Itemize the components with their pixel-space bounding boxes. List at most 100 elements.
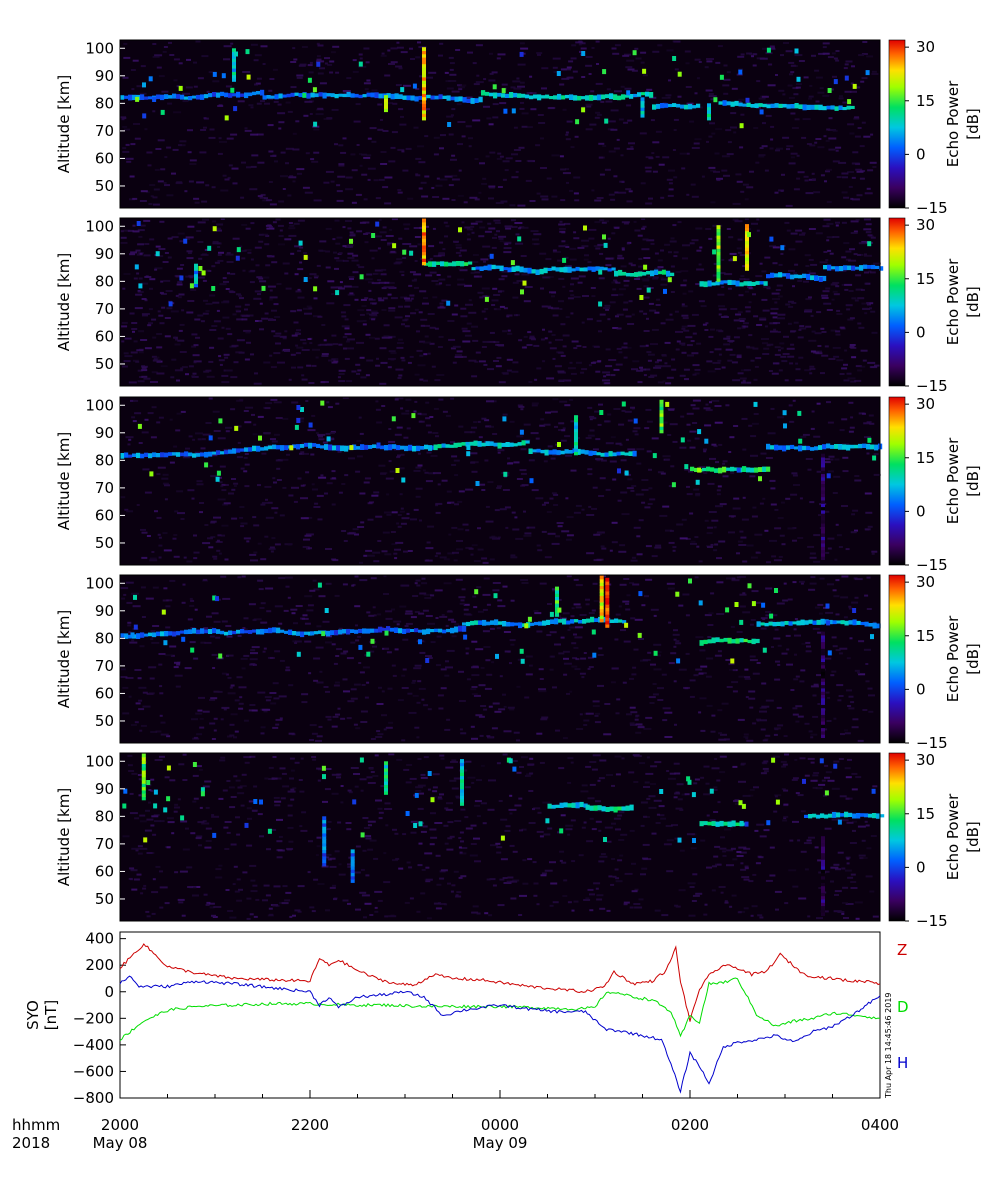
noise-cell [848,695,854,698]
echo-column-cell [821,453,825,458]
noise-cell [401,674,406,677]
noise-cell [432,196,440,198]
noise-cell [554,365,562,368]
noise-cell [179,144,186,147]
noise-cell [461,355,467,358]
noise-cell [291,640,297,643]
noise-cell [806,143,812,145]
noise-cell [331,470,336,473]
noise-cell [843,616,848,619]
echo-column-cell [745,253,749,258]
noise-cell [373,235,382,238]
noise-cell [643,374,647,377]
noise-cell [203,126,207,129]
echo-layer-cell [200,94,205,100]
noise-cell [665,382,672,385]
noise-cell [293,222,300,225]
noise-cell [341,315,347,318]
noise-cell [334,267,339,270]
echo-layer-cell [356,446,361,450]
noise-cell [254,246,262,249]
noise-cell [618,423,625,426]
echo-column-cell [821,503,825,508]
noise-cell [158,248,166,250]
noise-cell [147,324,152,327]
noise-cell [590,361,596,364]
echo-speck [466,451,471,457]
echo-speck [680,437,685,443]
noise-cell [656,298,661,301]
noise-cell [761,338,769,340]
noise-cell [337,287,345,290]
noise-cell [403,84,411,87]
noise-cell [130,143,136,146]
noise-cell [356,439,362,442]
noise-cell [764,529,769,532]
noise-cell [623,308,628,311]
noise-cell [864,436,871,439]
noise-cell [141,375,148,378]
noise-cell [407,197,414,200]
noise-cell [809,144,816,147]
noise-cell [193,557,198,560]
noise-cell [323,339,327,342]
noise-cell [867,169,874,172]
noise-cell [614,191,619,194]
noise-cell [689,679,696,682]
echo-layer-cell [754,103,759,108]
noise-cell [204,641,212,644]
noise-cell [349,278,354,280]
noise-cell [698,300,705,303]
noise-cell [469,196,478,199]
noise-cell [740,536,747,539]
noise-cell [510,86,516,89]
noise-cell [772,362,779,365]
noise-cell [537,53,541,56]
noise-cell [424,559,433,562]
noise-cell [319,67,325,70]
noise-cell [249,281,255,284]
noise-cell [774,346,781,349]
noise-cell [786,347,795,350]
noise-cell [347,338,355,341]
noise-cell [789,362,794,365]
noise-cell [797,537,804,539]
noise-cell [805,192,814,195]
noise-cell [138,277,143,280]
noise-cell [149,677,155,680]
echo-layer-cell [180,94,185,100]
echo-speck [704,438,709,444]
noise-cell [795,705,803,708]
noise-cell [835,50,840,52]
noise-cell [164,498,168,501]
noise-cell [128,438,132,441]
noise-cell [130,251,138,254]
noise-cell [538,688,546,691]
noise-cell [337,376,341,379]
echo-speck [235,255,240,261]
noise-cell [451,620,457,623]
noise-cell [415,56,421,59]
noise-cell [562,108,567,111]
noise-cell [260,602,266,605]
noise-cell [864,594,869,597]
noise-cell [408,284,413,287]
noise-cell [301,701,308,704]
noise-cell [721,286,725,288]
noise-cell [488,736,494,739]
noise-cell [194,451,203,454]
echo-layer-cell [513,92,518,98]
noise-cell [625,315,632,318]
noise-cell [217,259,224,262]
noise-cell [583,719,590,722]
noise-cell [866,576,871,579]
echo-speck [303,277,308,282]
noise-cell [235,293,241,296]
echo-layer-cell [232,448,237,454]
echo-column-cell [707,106,711,111]
noise-cell [585,712,594,715]
noise-cell [123,229,131,232]
noise-cell [268,318,274,321]
noise-cell [265,234,270,237]
noise-cell [427,259,432,262]
